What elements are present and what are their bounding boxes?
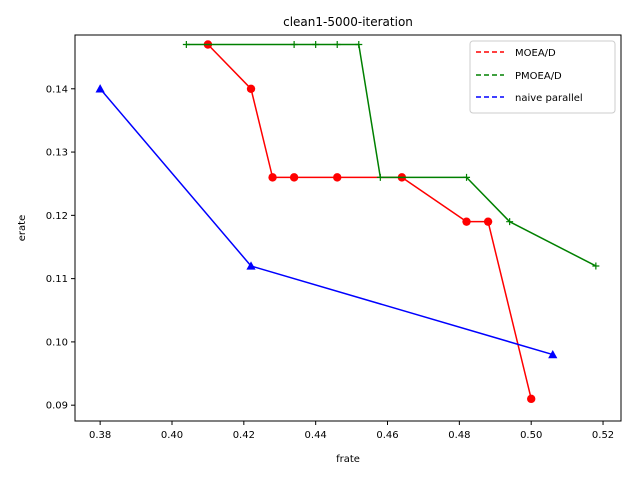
data-point-naive-parallel bbox=[95, 84, 105, 93]
legend: MOEA/D PMOEA/D naive parallel bbox=[469, 40, 616, 114]
chart-title: clean1-5000-iteration bbox=[283, 15, 413, 29]
x-tick-label: 0.48 bbox=[448, 430, 470, 441]
x-axis-ticks: 0.38 0.40 0.42 0.44 0.46 0.48 0.50 0.52 bbox=[89, 421, 614, 441]
data-point-moea-d bbox=[246, 84, 256, 93]
x-tick-label: 0.46 bbox=[376, 430, 398, 441]
data-point-moea-d bbox=[462, 217, 471, 226]
series-moea-d bbox=[203, 40, 536, 404]
series-pmoea-d bbox=[182, 40, 600, 270]
data-point-pmoea-d bbox=[376, 173, 384, 181]
y-tick-label: 0.13 bbox=[46, 148, 68, 159]
series-naive-parallel bbox=[95, 84, 558, 359]
legend-frame bbox=[469, 40, 616, 114]
x-axis-label: frate bbox=[336, 454, 360, 465]
y-axis-label: erate bbox=[17, 215, 28, 241]
y-tick-label: 0.11 bbox=[46, 274, 68, 285]
x-tick-label: 0.38 bbox=[89, 430, 111, 441]
y-tick-label: 0.12 bbox=[46, 211, 68, 222]
y-axis-ticks: 0.09 0.10 0.11 0.12 0.13 0.14 bbox=[46, 84, 75, 412]
data-point-moea-d bbox=[289, 173, 299, 182]
data-point-naive-parallel bbox=[246, 261, 256, 270]
data-point-pmoea-d bbox=[506, 218, 514, 226]
data-point-moea-d bbox=[333, 173, 342, 182]
legend-label-moead: MOEA/D bbox=[515, 48, 556, 59]
y-tick-label: 0.10 bbox=[46, 337, 68, 348]
x-tick-label: 0.52 bbox=[592, 430, 614, 441]
x-tick-label: 0.42 bbox=[233, 430, 255, 441]
data-point-pmoea-d bbox=[463, 173, 471, 181]
data-point-moea-d bbox=[526, 394, 536, 404]
legend-label-pmoead: PMOEA/D bbox=[515, 71, 562, 82]
series-layer bbox=[95, 40, 600, 404]
legend-label-naive-parallel: naive parallel bbox=[515, 93, 583, 104]
data-point-pmoea-d bbox=[182, 40, 190, 48]
y-tick-label: 0.09 bbox=[46, 401, 68, 412]
x-tick-label: 0.40 bbox=[161, 430, 183, 441]
x-tick-label: 0.44 bbox=[305, 430, 327, 441]
x-tick-label: 0.50 bbox=[520, 430, 542, 441]
data-point-moea-d bbox=[268, 173, 277, 182]
data-point-pmoea-d bbox=[333, 40, 341, 48]
data-point-pmoea-d bbox=[312, 40, 320, 48]
data-point-naive-parallel bbox=[548, 349, 558, 359]
y-tick-label: 0.14 bbox=[46, 84, 68, 95]
data-point-pmoea-d bbox=[592, 262, 600, 270]
axes-frame bbox=[74, 34, 622, 422]
plot-area: 0.38 0.40 0.42 0.44 0.46 0.48 0.50 0.52 0.09 0.1… bbox=[46, 34, 622, 441]
data-point-pmoea-d bbox=[290, 40, 298, 48]
data-point-moea-d bbox=[483, 217, 493, 226]
data-point-pmoea-d bbox=[355, 40, 363, 48]
